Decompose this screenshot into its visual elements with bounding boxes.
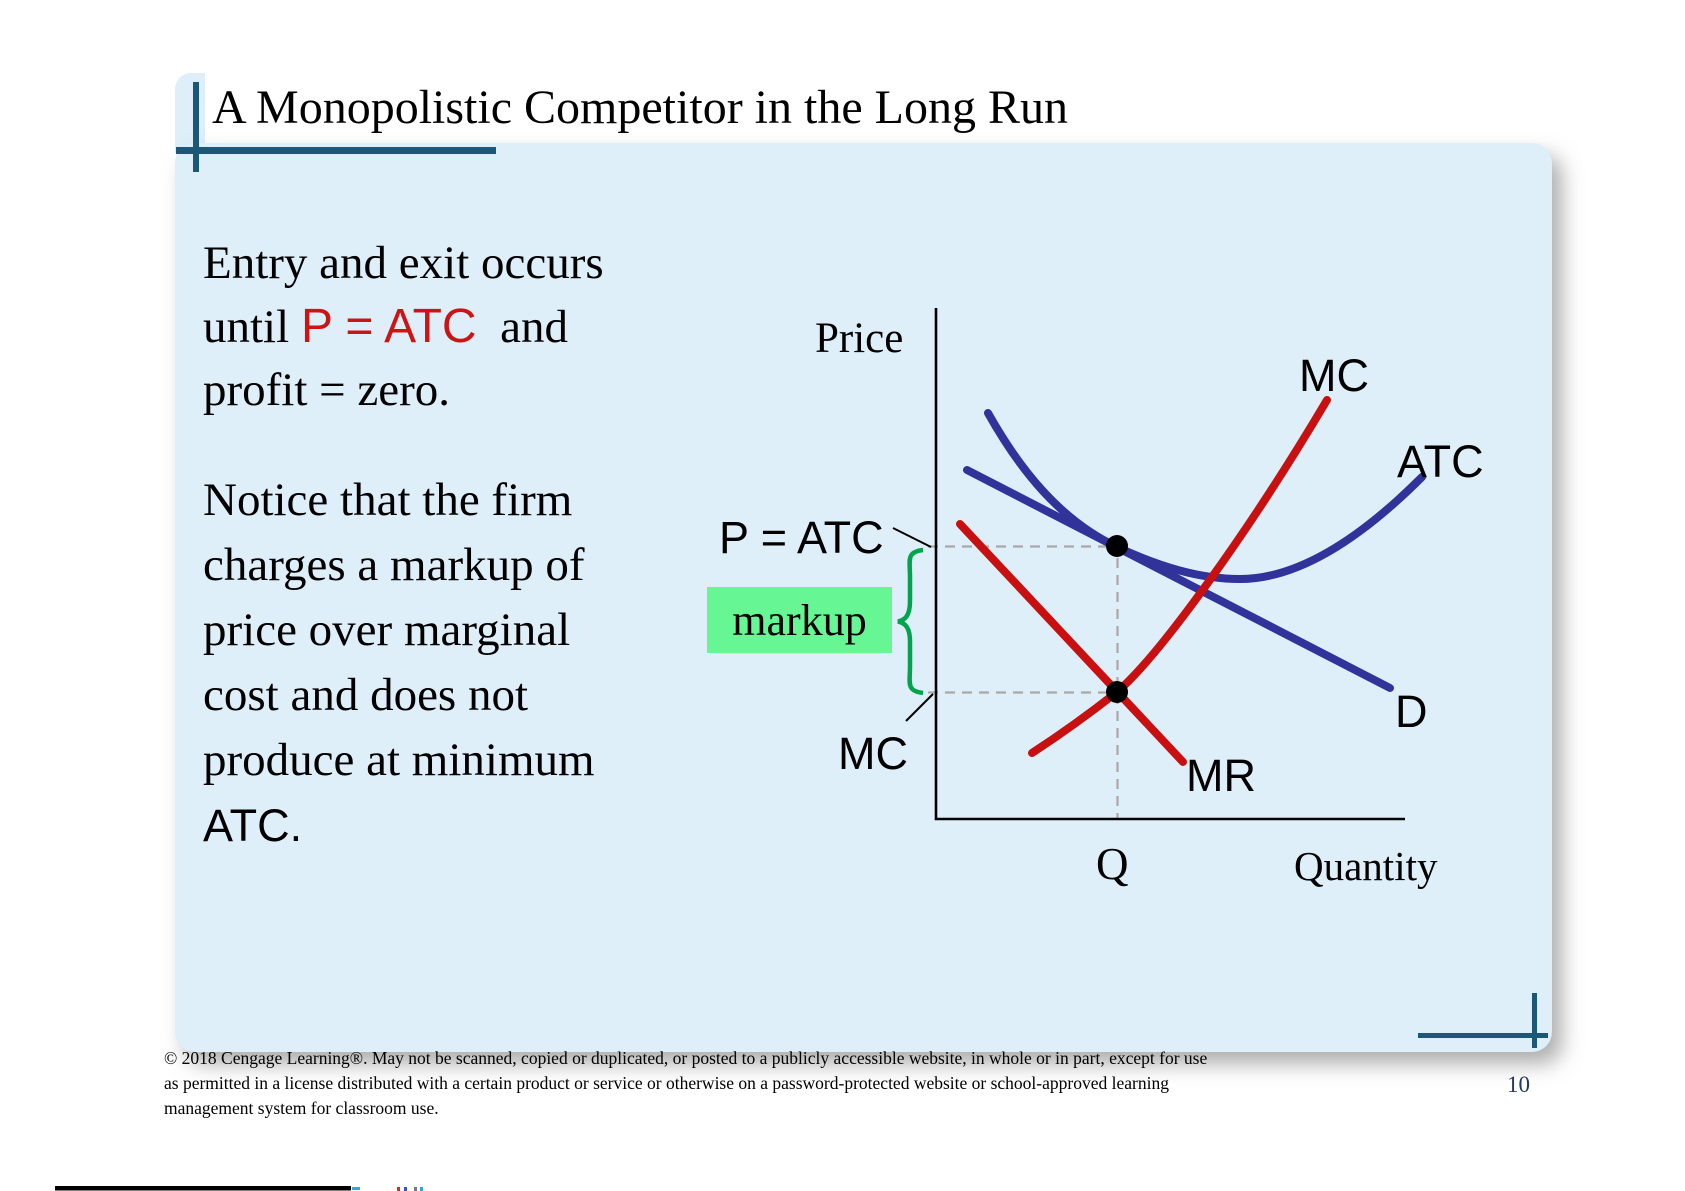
p-equals-atc-label: P = ATC bbox=[719, 512, 884, 563]
copyright-line: as permitted in a license distributed wi… bbox=[164, 1073, 1169, 1093]
y-axis-label: Price bbox=[815, 315, 904, 362]
atc-curve-label: ATC bbox=[1397, 436, 1484, 487]
title-accent-vertical-bar bbox=[193, 82, 199, 172]
text-line: Notice that the firm bbox=[203, 474, 573, 526]
bottom-edge-bar bbox=[55, 1186, 351, 1191]
corner-accent-vertical-bar bbox=[1532, 993, 1537, 1048]
demand-curve-label: D bbox=[1395, 686, 1428, 737]
corner-accent-horizontal-bar bbox=[1418, 1033, 1548, 1038]
text-segment: until bbox=[203, 301, 301, 353]
body-text: Entry and exit occurs until P = ATC and … bbox=[203, 232, 723, 858]
quantity-q-marker: Q bbox=[1096, 839, 1129, 889]
mc-curve-label: MC bbox=[1299, 350, 1369, 401]
paragraph-markup-notice: Notice that the firm charges a markup of… bbox=[203, 468, 723, 858]
text-line: price over marginal bbox=[203, 604, 571, 656]
p-equals-atc-formula: P = ATC bbox=[300, 300, 477, 353]
mr-curve-label: MR bbox=[1186, 750, 1256, 801]
text-segment: and bbox=[476, 301, 568, 353]
mc-price-label: MC bbox=[838, 728, 908, 779]
page-number: 10 bbox=[1507, 1072, 1530, 1097]
text-line: profit = zero. bbox=[203, 364, 451, 416]
text-line: charges a markup of bbox=[203, 539, 585, 591]
title-accent-horizontal-bar bbox=[176, 147, 496, 154]
text-line: produce at minimum bbox=[203, 734, 595, 786]
bottom-edge-cyan-fragment bbox=[352, 1187, 360, 1190]
text-line: Entry and exit occurs bbox=[203, 237, 604, 289]
text-line: cost and does not bbox=[203, 669, 529, 721]
copyright-notice: © 2018 Cengage Learning®. May not be sca… bbox=[164, 1046, 1414, 1121]
markup-highlight-box: markup bbox=[707, 587, 892, 653]
x-axis-label: Quantity bbox=[1294, 843, 1438, 889]
panel-top-left-notch bbox=[175, 73, 205, 153]
copyright-line: © 2018 Cengage Learning®. May not be sca… bbox=[164, 1048, 1208, 1068]
text-line: until P = ATC and bbox=[203, 295, 723, 359]
copyright-line: management system for classroom use. bbox=[164, 1098, 439, 1118]
markup-label: markup bbox=[732, 595, 867, 645]
paragraph-entry-exit: Entry and exit occurs until P = ATC and … bbox=[203, 232, 723, 422]
bottom-edge-specks bbox=[397, 1187, 423, 1191]
atc-abbreviation: ATC. bbox=[203, 800, 303, 851]
page-title: A Monopolistic Competitor in the Long Ru… bbox=[212, 81, 1068, 134]
